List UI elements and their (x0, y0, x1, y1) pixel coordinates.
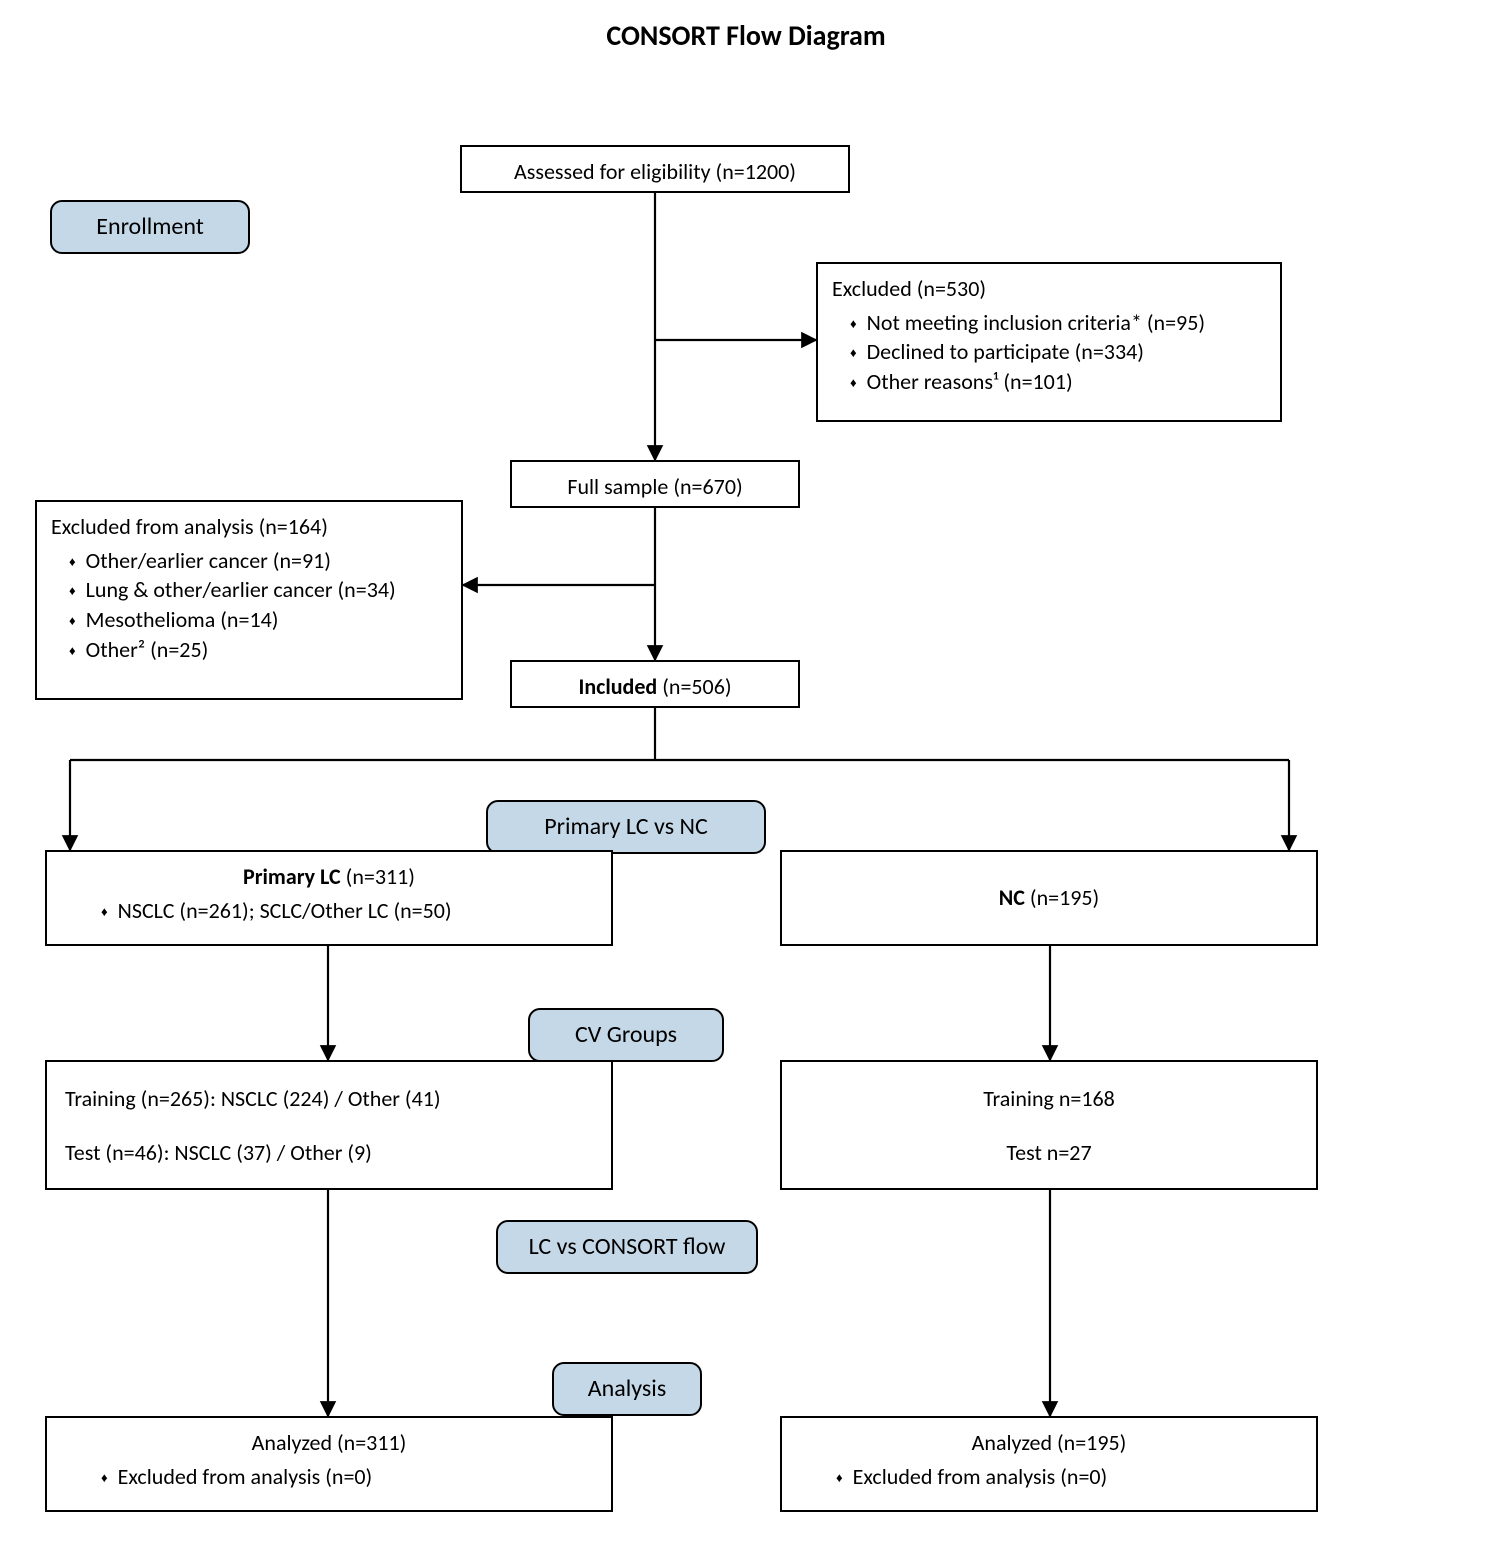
box-excluded: Excluded (n=530) Not meeting inclusion c… (816, 262, 1282, 422)
excluded-list: Not meeting inclusion criteria* (n=95) D… (832, 308, 1266, 397)
box-included: Included (n=506) (510, 660, 800, 708)
analyzed-right-item: Excluded from analysis (n=0) (836, 1462, 1302, 1492)
stage-lc-consort: LC vs CONSORT flow (496, 1220, 758, 1274)
stage-primary: Primary LC vs NC (486, 800, 766, 854)
box-analyzed-left: Analyzed (n=311) Excluded from analysis … (45, 1416, 613, 1512)
box-cv-right: Training n=168 Test n=27 (780, 1060, 1318, 1190)
box-cv-left: Training (n=265): NSCLC (224) / Other (4… (45, 1060, 613, 1190)
stage-analysis: Analysis (552, 1362, 702, 1416)
excluded-item: Declined to participate (n=334) (850, 337, 1266, 367)
box-nc: NC (n=195) (780, 850, 1318, 946)
box-excluded-analysis: Excluded from analysis (n=164) Other/ear… (35, 500, 463, 700)
excluded-header: Excluded (n=530) (832, 274, 1266, 304)
excluded-analysis-item: Lung & other/earlier cancer (n=34) (69, 575, 447, 605)
excluded-analysis-header: Excluded from analysis (n=164) (51, 512, 447, 542)
nc-header: NC (n=195) (999, 883, 1099, 913)
primary-lc-header: Primary LC (n=311) (61, 862, 597, 892)
cv-left-test: Test (n=46): NSCLC (37) / Other (9) (65, 1138, 593, 1168)
diagram-title: CONSORT Flow Diagram (466, 18, 1026, 53)
analyzed-left-header: Analyzed (n=311) (61, 1428, 597, 1458)
included-label: Included (578, 673, 657, 700)
box-analyzed-right: Analyzed (n=195) Excluded from analysis … (780, 1416, 1318, 1512)
cv-right-train: Training n=168 (800, 1084, 1298, 1114)
cv-left-train: Training (n=265): NSCLC (224) / Other (4… (65, 1084, 593, 1114)
excluded-analysis-item: Mesothelioma (n=14) (69, 605, 447, 635)
excluded-item: Not meeting inclusion criteria* (n=95) (850, 308, 1266, 338)
stage-cv: CV Groups (528, 1008, 724, 1062)
box-full-sample: Full sample (n=670) (510, 460, 800, 508)
included-n: (n=506) (662, 673, 731, 700)
primary-lc-sub: NSCLC (n=261); SCLC/Other LC (n=50) (101, 896, 597, 926)
excluded-analysis-item: Other/earlier cancer (n=91) (69, 546, 447, 576)
cv-right-test: Test n=27 (800, 1138, 1298, 1168)
analyzed-right-header: Analyzed (n=195) (796, 1428, 1302, 1458)
stage-enrollment: Enrollment (50, 200, 250, 254)
excluded-analysis-list: Other/earlier cancer (n=91) Lung & other… (51, 546, 447, 665)
excluded-analysis-item: Other² (n=25) (69, 635, 447, 665)
excluded-item: Other reasons¹ (n=101) (850, 367, 1266, 397)
box-primary-lc: Primary LC (n=311) NSCLC (n=261); SCLC/O… (45, 850, 613, 946)
box-assessed: Assessed for eligibility (n=1200) (460, 145, 850, 193)
analyzed-left-item: Excluded from analysis (n=0) (101, 1462, 597, 1492)
